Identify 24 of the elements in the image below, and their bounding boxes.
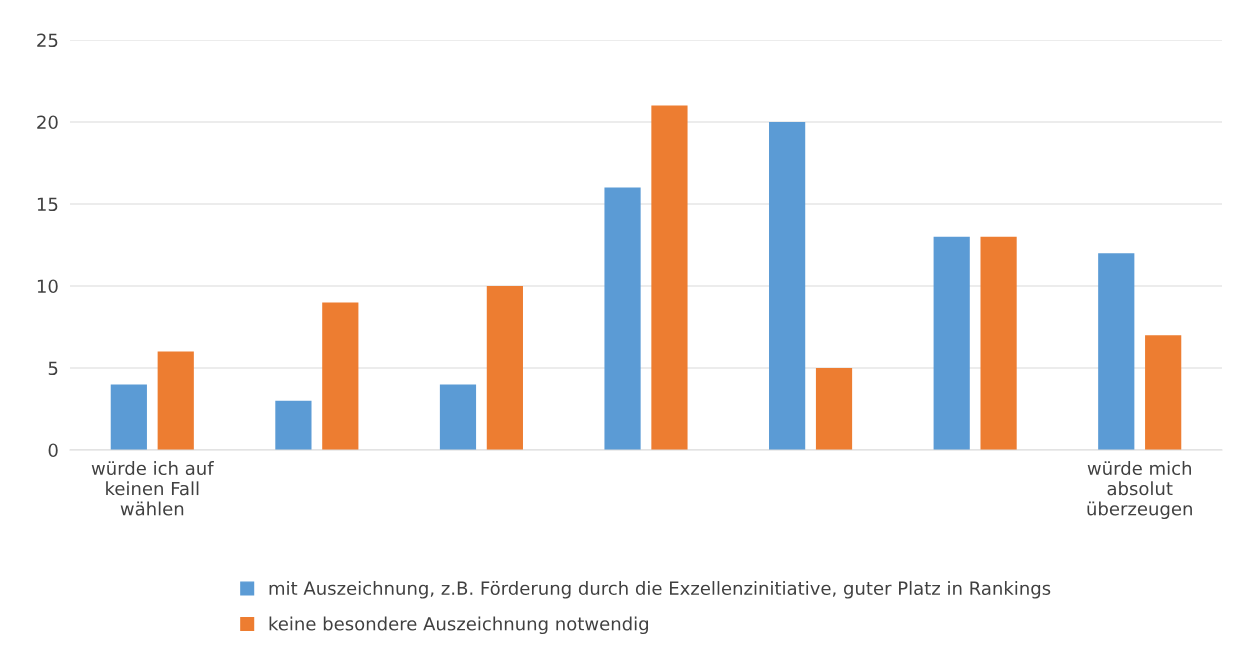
bar bbox=[1098, 253, 1135, 450]
bar bbox=[157, 351, 194, 450]
bar bbox=[651, 105, 688, 450]
x-tick-label: würde ich auf keinen Fall wählen bbox=[91, 461, 214, 516]
bar bbox=[933, 236, 970, 450]
bar bbox=[322, 302, 359, 450]
bar bbox=[275, 400, 312, 450]
bar bbox=[110, 384, 147, 450]
legend-label: keine besondere Auszeichnung notwendig bbox=[269, 616, 648, 635]
y-tick-label: 20 bbox=[37, 115, 58, 130]
bar bbox=[815, 368, 853, 450]
bar bbox=[980, 236, 1017, 450]
bar bbox=[1145, 335, 1182, 450]
y-tick-label: 5 bbox=[48, 361, 58, 376]
y-tick-label: 10 bbox=[37, 279, 58, 294]
x-tick-label: würde mich absolut überzeugen bbox=[1087, 461, 1192, 520]
bar bbox=[439, 384, 477, 450]
y-tick-label: 15 bbox=[37, 197, 58, 212]
y-tick-label: 0 bbox=[48, 443, 58, 458]
y-tick-label: 25 bbox=[37, 33, 58, 48]
legend-label: mit Auszeichnung, z.B. Förderung durch die Exzellenzinitiative, guter Platz in Rankings bbox=[269, 581, 1051, 599]
bar bbox=[486, 286, 523, 450]
bar bbox=[604, 187, 641, 450]
bar bbox=[769, 122, 806, 450]
